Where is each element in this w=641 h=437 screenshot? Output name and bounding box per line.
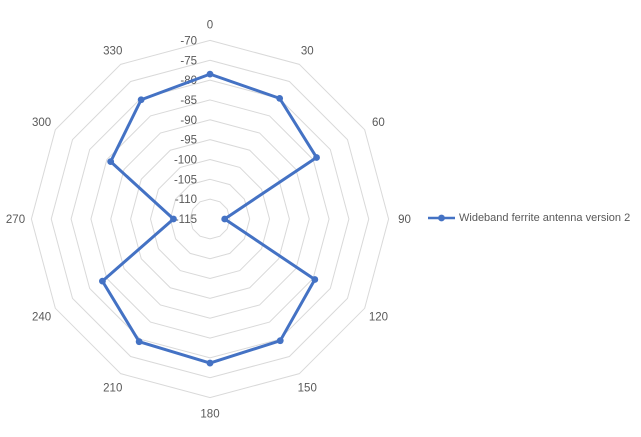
grid-ring bbox=[30, 39, 390, 399]
angle-axis-label: 180 bbox=[200, 409, 219, 421]
legend-label: Wideband ferrite antenna version 2 bbox=[459, 211, 631, 224]
radial-axis-label: -115 bbox=[175, 214, 197, 226]
angle-axis-label: 0 bbox=[207, 20, 213, 32]
radial-axis-label: -85 bbox=[180, 95, 197, 107]
data-point-marker bbox=[135, 338, 143, 346]
data-point-marker bbox=[206, 70, 214, 78]
angle-axis-label: 330 bbox=[103, 46, 122, 58]
grid-ring bbox=[149, 158, 271, 280]
grid-ring bbox=[90, 99, 330, 339]
radial-axis-label: -105 bbox=[174, 174, 197, 186]
angle-axis-label: 30 bbox=[301, 46, 314, 58]
angle-axis-label: 60 bbox=[372, 117, 385, 129]
angle-axis-label: 270 bbox=[6, 214, 25, 226]
radial-axis-label: -110 bbox=[175, 194, 197, 206]
angle-axis-label: 210 bbox=[103, 382, 122, 394]
chart-legend: Wideband ferrite antenna version 2 bbox=[427, 210, 630, 225]
angle-axis-label: 150 bbox=[298, 382, 317, 394]
data-point-marker bbox=[99, 277, 106, 285]
radial-axis-label: -90 bbox=[180, 115, 197, 127]
radial-axis-label: -100 bbox=[174, 154, 197, 166]
data-point-marker bbox=[311, 276, 319, 283]
radial-axis-label: -70 bbox=[180, 35, 197, 47]
data-point-marker bbox=[137, 96, 145, 104]
data-point-marker bbox=[206, 359, 214, 367]
grid-ring bbox=[189, 198, 231, 240]
data-point-marker bbox=[276, 94, 284, 102]
radial-axis-label: -95 bbox=[180, 135, 197, 147]
angle-axis-label: 300 bbox=[32, 117, 51, 129]
angle-axis-label: 240 bbox=[32, 311, 51, 323]
data-point-marker bbox=[276, 337, 284, 345]
grid-ring bbox=[50, 59, 370, 379]
data-point-marker bbox=[107, 158, 115, 166]
data-point-marker bbox=[170, 215, 177, 223]
angle-axis-label: 90 bbox=[398, 214, 411, 226]
radial-axis-label: -75 bbox=[180, 55, 197, 67]
grid-ring bbox=[130, 139, 290, 299]
data-point-marker bbox=[313, 154, 320, 161]
data-point-marker bbox=[221, 215, 229, 223]
series-line bbox=[100, 72, 319, 365]
legend-series-marker-icon bbox=[428, 214, 455, 221]
angle-axis-label: 120 bbox=[369, 311, 388, 323]
grid-ring bbox=[169, 178, 251, 260]
grid-ring bbox=[70, 79, 350, 359]
grid-ring bbox=[110, 119, 310, 319]
